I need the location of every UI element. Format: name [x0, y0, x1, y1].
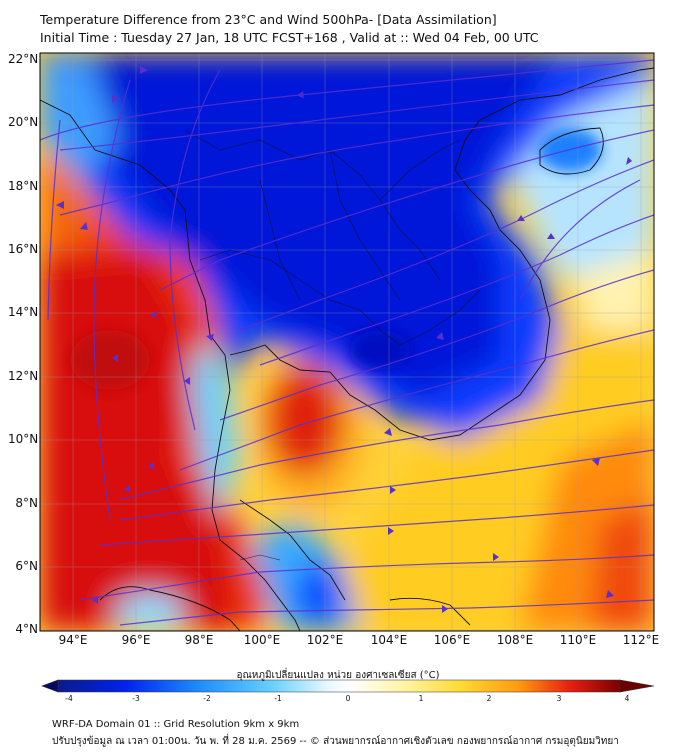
lon-label-110e: 110°E: [559, 633, 597, 647]
colorbar-tick: 1: [418, 694, 424, 703]
lon-label-106e: 106°E: [433, 633, 471, 647]
lat-label-12n: 12°N: [8, 369, 39, 383]
wind-arrows: [56, 66, 632, 613]
colorbar-tick: 4: [624, 694, 630, 703]
colorbar-tick: 0: [345, 694, 351, 703]
colorbar-tick: -2: [203, 694, 211, 703]
lat-label-16n: 16°N: [8, 242, 39, 256]
colorbar-tick: -3: [132, 694, 140, 703]
lon-label-94e: 94°E: [58, 633, 88, 647]
lat-label-8n: 8°N: [15, 496, 38, 510]
lat-label-6n: 6°N: [15, 559, 38, 573]
lon-label-104e: 104°E: [370, 633, 408, 647]
title-line-1: Temperature Difference from 23°C and Win…: [40, 12, 497, 27]
lon-label-96e: 96°E: [121, 633, 151, 647]
lon-label-102e: 102°E: [306, 633, 344, 647]
lat-label-10n: 10°N: [8, 432, 39, 446]
country-borders: [184, 129, 481, 561]
coastlines: [40, 67, 654, 631]
colorbar-label: อุณหภูมิเปลี่ยนแปลง หน่วย องศาเซลเซียส (…: [236, 670, 440, 681]
title-line-2: Initial Time : Tuesday 27 Jan, 18 UTC FC…: [40, 30, 539, 45]
colorbar: [41, 679, 655, 693]
wind-streamlines: [40, 59, 654, 626]
colorbar-tick: -4: [65, 694, 73, 703]
lon-label-108e: 108°E: [496, 633, 534, 647]
lon-label-100e: 100°E: [243, 633, 281, 647]
lat-label-4n: 4°N: [15, 622, 38, 636]
colorbar-tick: 3: [556, 694, 562, 703]
colorbar-tick: 2: [486, 694, 492, 703]
temperature-field: [40, 53, 654, 631]
lat-label-18n: 18°N: [8, 179, 39, 193]
footer-model-info: WRF-DA Domain 01 :: Grid Resolution 9km …: [52, 719, 300, 730]
lat-label-14n: 14°N: [8, 305, 39, 319]
lon-label-112e: 112°E: [622, 633, 660, 647]
colorbar-tick: -1: [274, 694, 282, 703]
footer-credit: ปรับปรุงข้อมูล ณ เวลา 01:00น. วัน พ. ที่…: [52, 736, 619, 747]
lat-label-22n: 22°N: [8, 52, 39, 66]
lat-label-20n: 20°N: [8, 115, 39, 129]
lon-label-98e: 98°E: [184, 633, 214, 647]
